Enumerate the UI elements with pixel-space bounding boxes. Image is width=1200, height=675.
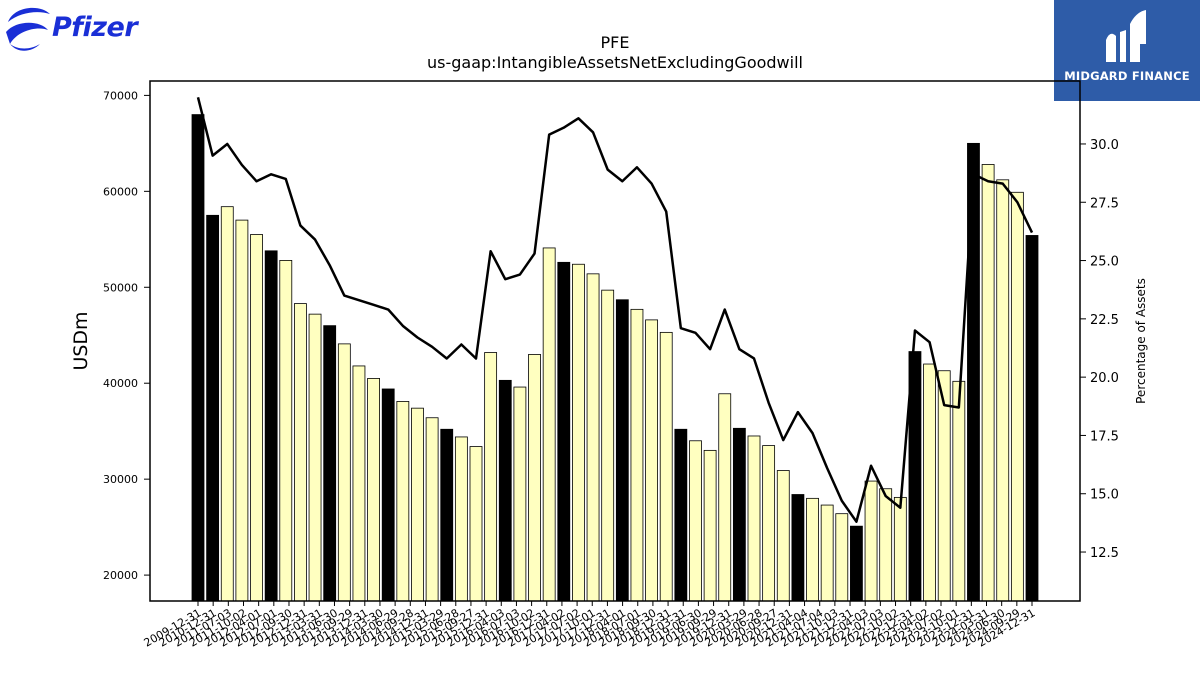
y-axis-right: 12.5 15.0 17.5 20.0 22.5 25.0 27.5 30.0 xyxy=(1080,138,1119,561)
pfizer-wordmark: Pfizer xyxy=(52,12,138,43)
bar xyxy=(396,401,410,602)
y2-tick-label: 22.5 xyxy=(1090,313,1119,328)
bar xyxy=(454,436,468,602)
bar xyxy=(1010,191,1024,602)
line-layer xyxy=(196,97,1034,523)
y2-tick-label: 12.5 xyxy=(1090,546,1119,561)
y-tick-label: 20000 xyxy=(103,569,138,582)
percentage-line xyxy=(196,97,1034,523)
bar xyxy=(513,386,527,602)
bar xyxy=(718,393,732,602)
bar xyxy=(806,497,819,602)
bar xyxy=(967,142,980,602)
y2-tick-label: 30.0 xyxy=(1090,138,1119,153)
bar xyxy=(220,206,234,602)
bar xyxy=(923,363,936,602)
y-axis-label: USDm xyxy=(70,311,92,370)
midgard-finance-logo: MIDGARD FINANCE xyxy=(1054,0,1200,101)
bar xyxy=(732,427,746,602)
bar xyxy=(879,488,893,602)
bar xyxy=(689,440,702,602)
bar xyxy=(850,525,863,602)
y2-tick-label: 25.0 xyxy=(1090,255,1119,270)
bar xyxy=(659,331,673,602)
bar xyxy=(367,378,380,602)
bar xyxy=(411,407,424,602)
bar xyxy=(484,352,498,602)
bar xyxy=(674,428,688,602)
bar xyxy=(542,247,556,602)
y2-axis-label: Percentage of Assets xyxy=(1134,278,1148,404)
bar xyxy=(323,325,337,602)
chart-subtitle: us-gaap:IntangibleAssetsNetExcludingGood… xyxy=(427,53,803,72)
bar xyxy=(981,164,995,602)
bar xyxy=(835,513,849,602)
pfizer-logo: Pfizer xyxy=(0,0,140,60)
y2-tick-label: 17.5 xyxy=(1090,429,1119,444)
y-tick-label: 40000 xyxy=(103,377,138,390)
bar xyxy=(645,319,658,602)
bar xyxy=(557,261,571,602)
y2-tick-label: 15.0 xyxy=(1090,488,1119,503)
bar xyxy=(440,428,454,602)
bar xyxy=(191,114,205,602)
bar xyxy=(864,480,878,602)
y2-tick-label: 27.5 xyxy=(1090,196,1119,211)
bar xyxy=(762,445,776,602)
bar xyxy=(337,343,351,602)
bar xyxy=(747,435,761,602)
bar xyxy=(776,470,790,602)
bar xyxy=(381,388,395,602)
chart-title: PFE xyxy=(601,33,630,52)
bar xyxy=(703,449,717,602)
y-axis-left: 20000 30000 40000 50000 60000 70000 xyxy=(103,89,150,582)
bar xyxy=(235,219,249,602)
bar xyxy=(528,354,541,602)
y-tick-label: 60000 xyxy=(103,185,138,198)
y-tick-label: 30000 xyxy=(103,473,138,486)
x-axis: 2009-12-312010-12-312011-07-032011-10-02… xyxy=(142,601,1038,650)
bar xyxy=(352,365,366,602)
bar xyxy=(791,494,805,602)
bar xyxy=(1025,235,1039,602)
y2-tick-label: 20.0 xyxy=(1090,371,1119,386)
y-tick-label: 50000 xyxy=(103,281,138,294)
midgard-emblem-icon xyxy=(1106,10,1146,62)
bar xyxy=(893,496,907,602)
bar xyxy=(586,273,600,602)
bar xyxy=(996,179,1010,602)
bar xyxy=(572,263,585,602)
bar xyxy=(601,289,615,602)
bar-group xyxy=(191,114,1039,602)
bar xyxy=(630,308,644,602)
bar xyxy=(279,260,293,602)
bar xyxy=(250,234,263,602)
bar xyxy=(425,417,439,602)
bar xyxy=(264,250,278,602)
bar xyxy=(308,313,322,602)
bar xyxy=(469,446,483,602)
bar xyxy=(206,214,220,602)
bar xyxy=(615,299,629,602)
midgard-wordmark: MIDGARD FINANCE xyxy=(1064,69,1190,83)
pfizer-swirl-icon xyxy=(6,7,50,51)
bar xyxy=(952,380,966,602)
bar xyxy=(294,303,307,602)
plot-frame xyxy=(149,80,1081,602)
y-tick-label: 70000 xyxy=(103,89,138,102)
bar xyxy=(498,379,512,602)
bar xyxy=(820,504,834,602)
